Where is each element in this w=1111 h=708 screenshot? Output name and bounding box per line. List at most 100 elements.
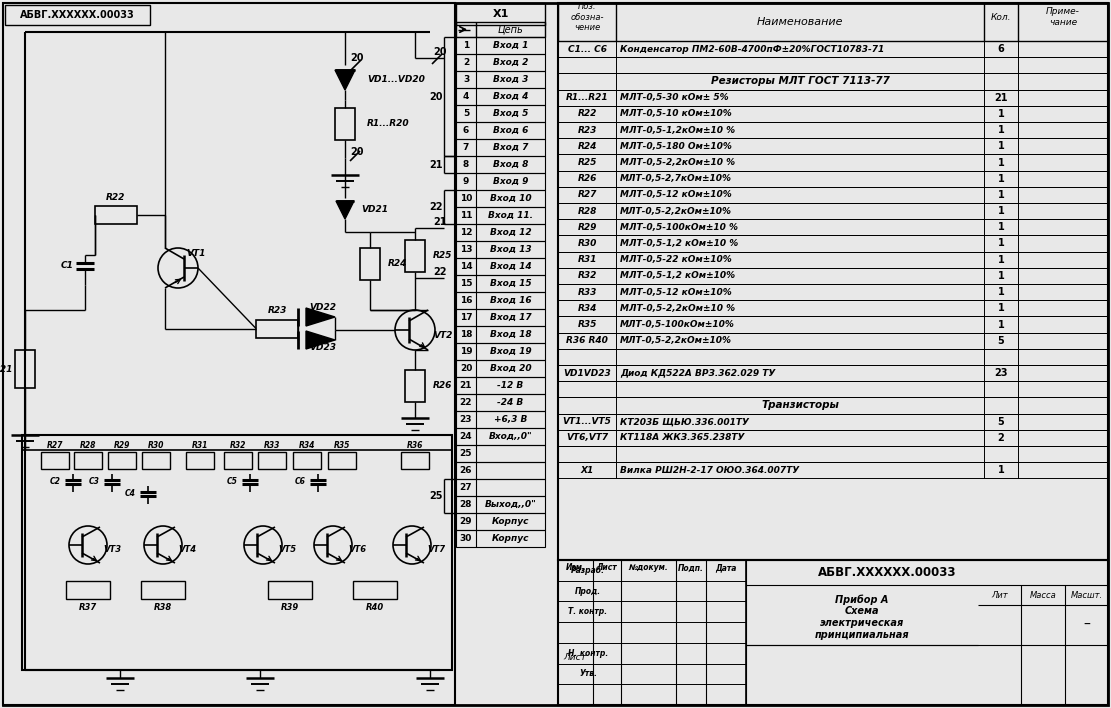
Text: R37: R37 [79, 603, 97, 612]
Text: 3: 3 [463, 75, 469, 84]
Text: C5: C5 [227, 477, 238, 486]
Text: 1: 1 [998, 206, 1004, 216]
Bar [456, 22, 546, 37]
Bar [456, 224, 546, 241]
Bar [456, 105, 546, 122]
Text: Н. контр.: Н. контр. [568, 649, 608, 658]
Bar [293, 452, 321, 469]
Bar [41, 452, 69, 469]
Text: МЛТ-0,5-22 кОм±10%: МЛТ-0,5-22 кОм±10% [620, 255, 732, 264]
Text: R21: R21 [0, 365, 12, 374]
Text: R26: R26 [433, 382, 452, 391]
Text: 17: 17 [460, 313, 472, 322]
Bar [456, 530, 546, 547]
Text: R25: R25 [578, 158, 597, 167]
Text: 1: 1 [998, 239, 1004, 249]
Text: 1: 1 [463, 41, 469, 50]
Text: МЛТ-0,5-100кОм±10%: МЛТ-0,5-100кОм±10% [620, 320, 734, 329]
Text: Лист: Лист [597, 564, 618, 573]
Text: Наименование: Наименование [757, 17, 843, 27]
Bar [336, 108, 356, 140]
Text: Вход 5: Вход 5 [493, 109, 528, 118]
Bar [456, 139, 546, 156]
Text: 7: 7 [463, 143, 469, 152]
Bar [456, 513, 546, 530]
Text: R33: R33 [263, 440, 280, 450]
Bar [558, 284, 1108, 300]
Text: Изм.: Изм. [565, 564, 585, 573]
Text: R34: R34 [299, 440, 316, 450]
Text: Конденсатор ПМ2-60В-4700пФ±20%ГОСТ10783-71: Конденсатор ПМ2-60В-4700пФ±20%ГОСТ10783-… [620, 45, 884, 54]
Text: Лист: Лист [563, 653, 587, 661]
Text: VT6: VT6 [348, 544, 366, 554]
Text: R33: R33 [578, 287, 597, 297]
Text: R27: R27 [47, 440, 63, 450]
Text: R1...R21: R1...R21 [565, 93, 609, 102]
Text: 20: 20 [429, 91, 443, 101]
Text: 14: 14 [460, 262, 472, 271]
Text: Прибор А
Схема
электрическая
принципиальная: Прибор А Схема электрическая принципиаль… [814, 594, 909, 639]
Text: Дата: Дата [715, 564, 737, 573]
Bar [558, 397, 1108, 413]
Text: X1: X1 [580, 466, 593, 475]
Bar [456, 309, 546, 326]
Text: Вход 13: Вход 13 [490, 245, 531, 254]
Text: МЛТ-0,5-2,7кОм±10%: МЛТ-0,5-2,7кОм±10% [620, 174, 732, 183]
Bar [558, 235, 1108, 251]
Bar [456, 411, 546, 428]
Text: 25: 25 [429, 491, 443, 501]
Text: Корпус: Корпус [492, 534, 529, 543]
Bar [456, 394, 546, 411]
Bar [456, 71, 546, 88]
Text: 12: 12 [460, 228, 472, 237]
Text: Т. контр.: Т. контр. [569, 607, 608, 616]
Text: Вход 9: Вход 9 [493, 177, 528, 186]
Text: 5: 5 [463, 109, 469, 118]
Text: VT4: VT4 [178, 544, 196, 554]
Bar [558, 268, 1108, 284]
Text: МЛТ-0,5-1,2 кОм±10 %: МЛТ-0,5-1,2 кОм±10 % [620, 239, 738, 248]
Text: R40: R40 [366, 603, 384, 612]
Text: 29: 29 [460, 517, 472, 526]
Text: R25: R25 [433, 251, 452, 261]
Text: 5: 5 [998, 336, 1004, 346]
Text: 28: 28 [460, 500, 472, 509]
Bar [456, 88, 546, 105]
Text: Вход 4: Вход 4 [493, 92, 528, 101]
Bar [558, 381, 1108, 397]
Text: Масшт.: Масшт. [1070, 590, 1102, 600]
Text: R36 R40: R36 R40 [567, 336, 608, 346]
Text: R36: R36 [407, 440, 423, 450]
Text: Утв.: Утв. [579, 670, 597, 678]
Bar [558, 154, 1108, 171]
Text: МЛТ-0,5-2,2кОм±10%: МЛТ-0,5-2,2кОм±10% [620, 207, 732, 216]
Bar [558, 90, 1108, 105]
Bar [186, 452, 214, 469]
Text: 25: 25 [460, 449, 472, 458]
Text: R23: R23 [578, 125, 597, 135]
Text: R28: R28 [80, 440, 97, 450]
Text: МЛТ-0,5-30 кОм± 5%: МЛТ-0,5-30 кОм± 5% [620, 93, 729, 102]
Text: 20: 20 [433, 47, 447, 57]
Text: R32: R32 [230, 440, 247, 450]
Bar [558, 203, 1108, 219]
Text: Диод КД522А ВРЗ.362.029 ТУ: Диод КД522А ВРЗ.362.029 ТУ [620, 369, 775, 377]
Bar [456, 54, 546, 71]
Text: Вход 12: Вход 12 [490, 228, 531, 237]
Text: 21: 21 [460, 381, 472, 390]
Bar [558, 365, 1108, 381]
Bar [456, 207, 546, 224]
Text: R35: R35 [333, 440, 350, 450]
Text: R32: R32 [578, 271, 597, 280]
Text: 24: 24 [460, 432, 472, 441]
Text: R27: R27 [578, 190, 597, 200]
Text: VT7: VT7 [427, 544, 446, 554]
Text: 11: 11 [460, 211, 472, 220]
Text: Вход 10: Вход 10 [490, 194, 531, 203]
Bar [558, 333, 1108, 349]
Text: C4: C4 [124, 489, 136, 498]
Text: C1: C1 [61, 261, 73, 270]
Bar [558, 138, 1108, 154]
Text: X1: X1 [492, 9, 509, 19]
Text: R29: R29 [578, 223, 597, 232]
